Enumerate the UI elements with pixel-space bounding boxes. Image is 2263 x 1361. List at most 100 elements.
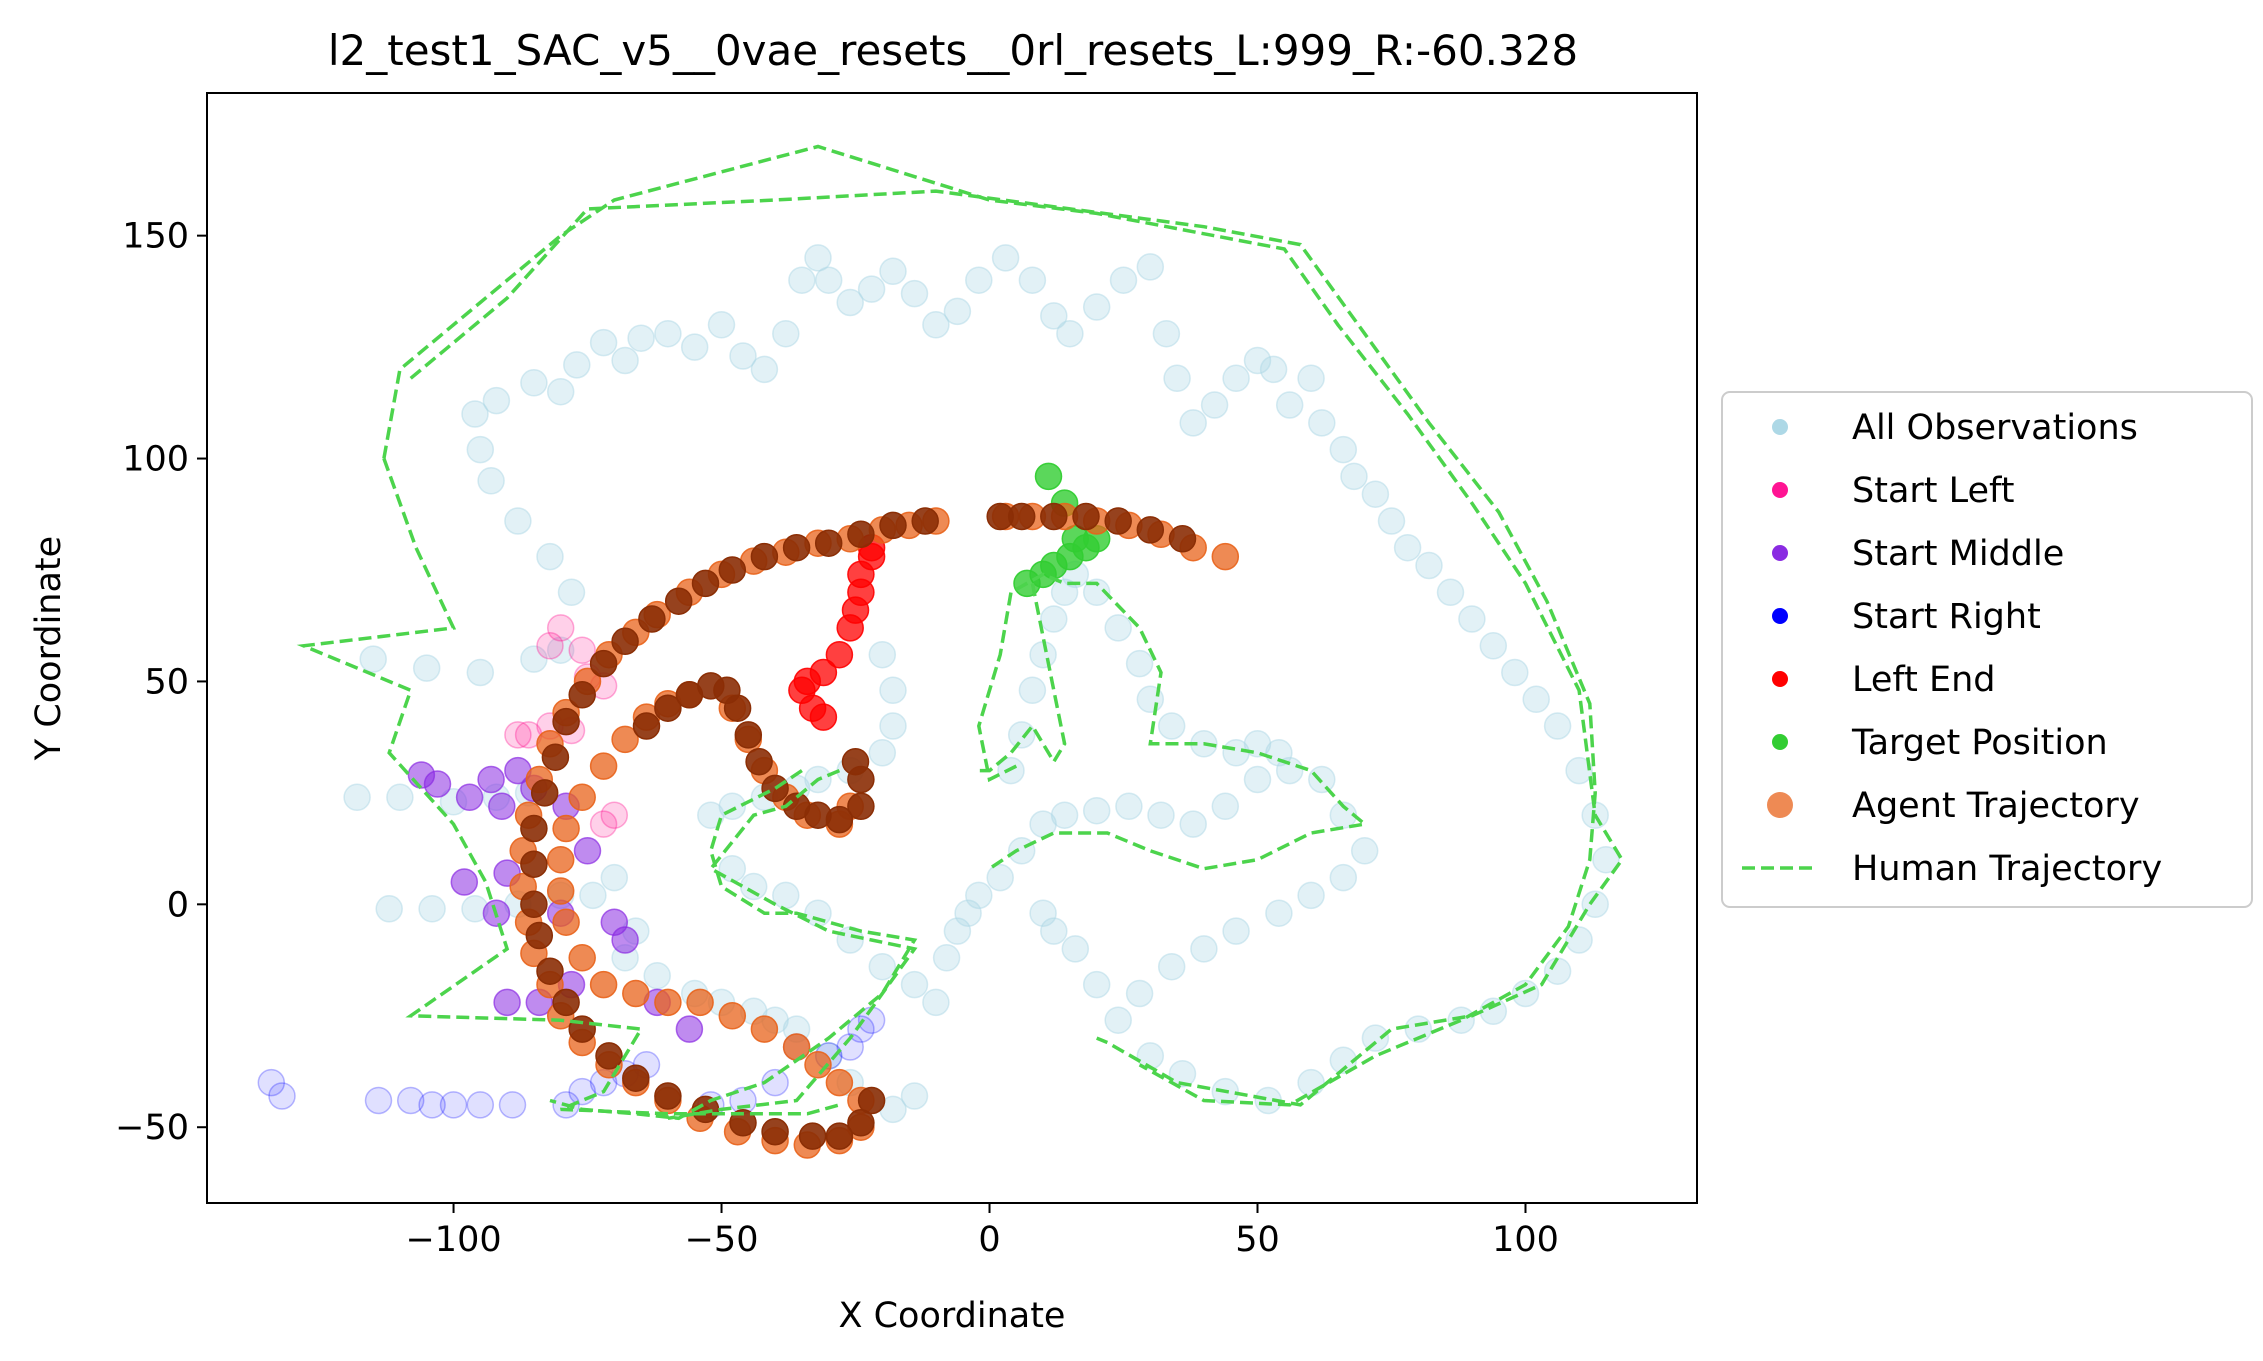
point-agent-trajectory-dark <box>530 779 559 807</box>
legend-marker <box>1772 419 1788 435</box>
legend-item-agent-trajectory: Agent Trajectory <box>1767 786 2140 826</box>
point-all-observations <box>482 386 511 415</box>
point-all-observations <box>1157 712 1186 740</box>
point-all-observations <box>1259 355 1288 384</box>
legend-marker <box>1772 608 1788 624</box>
point-agent-trajectory-dark <box>691 569 720 598</box>
point-agent-trajectory-dark <box>1168 525 1197 553</box>
point-all-observations <box>1018 266 1047 294</box>
point-all-observations <box>772 319 800 348</box>
legend-marker <box>1772 482 1788 498</box>
point-all-observations <box>600 863 629 892</box>
point-all-observations <box>868 640 897 669</box>
point-all-observations <box>680 333 709 361</box>
point-agent-trajectory <box>782 1033 811 1061</box>
point-left-end <box>825 640 854 669</box>
point-all-observations <box>772 881 800 910</box>
point-all-observations <box>965 881 993 910</box>
point-all-observations <box>1007 721 1036 749</box>
y-tick-label: 100 <box>122 440 189 480</box>
point-all-observations <box>1082 293 1111 321</box>
legend-item-left-end: Left End <box>1772 660 1996 700</box>
point-all-observations <box>643 961 671 990</box>
point-all-observations <box>879 712 907 740</box>
point-all-observations <box>729 342 757 370</box>
point-all-observations <box>546 636 575 664</box>
legend-item-start-middle: Start Middle <box>1772 534 2064 574</box>
point-agent-trajectory-dark <box>718 556 747 584</box>
point-agent-trajectory-dark <box>782 533 811 562</box>
point-agent-trajectory-dark <box>911 507 939 535</box>
point-agent-trajectory-dark <box>825 1122 854 1150</box>
x-tick-label: −100 <box>405 1220 501 1260</box>
series-start-middle <box>407 756 704 1043</box>
point-all-observations <box>1265 739 1293 767</box>
point-all-observations <box>1040 917 1068 945</box>
x-tick-label: −50 <box>685 1220 759 1260</box>
point-all-observations <box>1125 979 1154 1008</box>
point-agent-trajectory-dark <box>1104 507 1132 535</box>
point-all-observations <box>520 645 548 673</box>
legend-label: Start Left <box>1852 471 2014 511</box>
y-tick-label: 150 <box>122 217 189 257</box>
point-all-observations <box>1415 551 1443 580</box>
point-all-observations <box>461 400 489 428</box>
point-agent-trajectory-dark <box>761 774 789 803</box>
point-agent-trajectory <box>611 725 639 754</box>
point-agent-trajectory-dark <box>536 957 564 985</box>
point-all-observations <box>1179 810 1207 838</box>
point-all-observations <box>375 895 403 923</box>
point-start-middle <box>573 837 602 865</box>
point-start-right <box>268 1082 296 1110</box>
point-all-observations <box>1056 319 1084 348</box>
point-all-observations <box>1265 899 1293 927</box>
point-all-observations <box>1565 756 1593 785</box>
point-agent-trajectory-dark <box>664 587 693 615</box>
y-tick-label: 50 <box>144 662 189 702</box>
point-agent-trajectory-dark <box>734 721 763 749</box>
point-all-observations <box>965 266 993 294</box>
point-agent-trajectory <box>568 783 596 812</box>
point-all-observations <box>1109 266 1138 294</box>
x-tick-label: 50 <box>1235 1220 1280 1260</box>
point-all-observations <box>739 872 768 901</box>
point-start-left <box>504 721 532 749</box>
point-agent-trajectory-dark <box>1136 516 1165 544</box>
point-start-middle <box>675 1015 704 1043</box>
point-all-observations <box>954 899 982 927</box>
point-all-observations <box>579 881 607 910</box>
point-all-observations <box>1018 676 1047 705</box>
point-start-right <box>466 1091 495 1119</box>
point-all-observations <box>1179 409 1207 437</box>
series-agent-trajectory-dark <box>520 502 1197 1150</box>
point-agent-trajectory-dark <box>525 921 554 950</box>
point-start-right <box>396 1086 425 1115</box>
point-agent-trajectory-dark <box>879 511 907 540</box>
point-all-observations <box>879 257 907 286</box>
point-all-observations <box>386 783 414 812</box>
point-all-observations <box>1340 462 1368 491</box>
point-agent-trajectory-dark <box>729 1109 757 1137</box>
point-all-observations <box>1297 364 1325 393</box>
human-trajectory-line <box>667 768 918 1121</box>
point-start-left <box>536 632 564 660</box>
point-all-observations <box>986 863 1014 892</box>
point-agent-trajectory-dark <box>1007 502 1036 531</box>
y-tick-label: 0 <box>167 885 189 925</box>
legend-item-start-right: Start Right <box>1772 597 2041 637</box>
point-all-observations <box>922 311 950 339</box>
legend-item-human-trajectory: Human Trajectory <box>1742 849 2162 889</box>
point-all-observations <box>466 658 495 687</box>
point-all-observations <box>1543 957 1572 985</box>
point-start-right <box>847 1015 875 1043</box>
point-all-observations <box>922 988 950 1017</box>
legend-item-all-observations: All Observations <box>1772 408 2138 448</box>
point-all-observations <box>1222 364 1250 393</box>
chart-title: l2_test1_SAC_v5__0vae_resets__0rl_resets… <box>328 26 1578 75</box>
point-all-observations <box>1050 801 1079 829</box>
point-agent-trajectory <box>546 845 575 874</box>
x-axis: −100 −50 0 50 100 <box>405 1203 1559 1260</box>
y-axis: −50 0 50 100 150 <box>115 217 207 1148</box>
legend-marker <box>1772 545 1788 561</box>
legend-label: Target Position <box>1851 723 2108 763</box>
